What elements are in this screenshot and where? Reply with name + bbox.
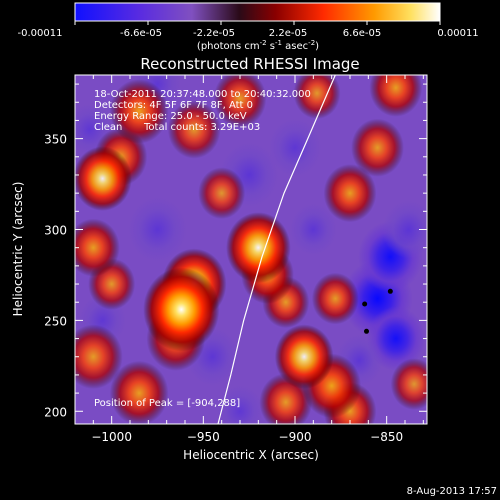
- positive-flux-region: [351, 118, 404, 177]
- colorbar-gradient: [74, 2, 441, 22]
- y-tick-label: 250: [44, 314, 67, 328]
- annotation-clean: Clean: [94, 122, 122, 133]
- negative-flux-region: [268, 118, 322, 177]
- colorbar-ticks: [74, 21, 441, 25]
- positive-flux-region: [75, 324, 123, 390]
- contour-marker: [364, 328, 369, 334]
- y-tick-label: 300: [44, 224, 67, 238]
- contour-marker: [362, 301, 368, 307]
- chart-title: Reconstructed RHESSI Image: [140, 55, 359, 73]
- positive-flux-region: [167, 100, 221, 159]
- positive-flux-region: [109, 79, 169, 144]
- positive-flux-region: [75, 146, 132, 211]
- x-tick-label: −950: [187, 430, 220, 444]
- positive-flux-region: [274, 324, 334, 390]
- positive-flux-region: [109, 360, 169, 424]
- positive-flux-region: [293, 75, 341, 119]
- colorbar-tick-label: -2.2e-05: [193, 28, 235, 39]
- colorbar-tick-label: -6.6e-05: [120, 28, 162, 39]
- x-axis-ticks: −1000 −950 −900 −850: [74, 75, 424, 444]
- negative-flux-region: [216, 385, 264, 424]
- y-axis-ticks: 200 250 300 350: [44, 83, 427, 419]
- contour-markers: [362, 288, 393, 334]
- plot-frame: [74, 74, 428, 425]
- positive-flux-region: [390, 358, 427, 410]
- y-tick-label: 350: [44, 133, 67, 147]
- colorbar-tick-label: 0.00011: [437, 28, 478, 39]
- positive-flux-region: [143, 267, 220, 352]
- y-axis-label: Heliocentric Y (arcsec): [11, 182, 25, 317]
- positive-flux-region: [226, 212, 291, 284]
- x-tick-label: −900: [279, 430, 312, 444]
- positive-flux-region: [369, 75, 423, 117]
- positive-flux-region: [75, 218, 120, 277]
- positive-flux-region: [213, 75, 267, 128]
- positive-flux-region: [311, 272, 359, 325]
- colorbar: -0.00011 -6.6e-05 -2.2e-05 2.2e-05 6.6e-…: [18, 2, 479, 52]
- annotation-detectors: Detectors: 4F 5F 6F 7F 8F, Att 0: [94, 100, 253, 111]
- negative-flux-region: [289, 203, 337, 256]
- negative-flux-region: [382, 200, 427, 259]
- negative-flux-region: [128, 197, 187, 262]
- positive-flux-region: [198, 167, 246, 219]
- colorbar-tick-label: -0.00011: [18, 28, 63, 39]
- x-axis-label: Heliocentric X (arcsec): [183, 448, 319, 462]
- annotation-peak-position: Position of Peak = [-904,288]: [94, 398, 240, 409]
- contour-marker: [387, 288, 393, 294]
- annotation-time-range: 18-Oct-2011 20:37:48.000 to 20:40:32.000: [94, 89, 311, 100]
- y-tick-label: 200: [44, 405, 67, 419]
- positive-flux-region: [323, 164, 377, 223]
- annotation-total-counts: Total counts: 3.29E+03: [143, 122, 260, 133]
- heatmap-image: [75, 75, 427, 424]
- solar-limb-curve: [217, 75, 336, 424]
- colorbar-tick-label: 2.2e-05: [269, 28, 307, 39]
- plot-area: −1000 −950 −900 −850 200 250 300 350 18-Oct-20…: [44, 74, 428, 444]
- x-tick-label: −850: [370, 430, 403, 444]
- annotation-energy-range: Energy Range: 25.0 - 50.0 keV: [94, 111, 247, 122]
- colorbar-tick-label: 6.6e-05: [343, 28, 381, 39]
- footer-date: 8-Aug-2013 17:57: [407, 486, 497, 497]
- colorbar-unit-label: (photons cm-2 s-1 asec-2): [197, 39, 319, 52]
- x-tick-label: −1000: [91, 430, 132, 444]
